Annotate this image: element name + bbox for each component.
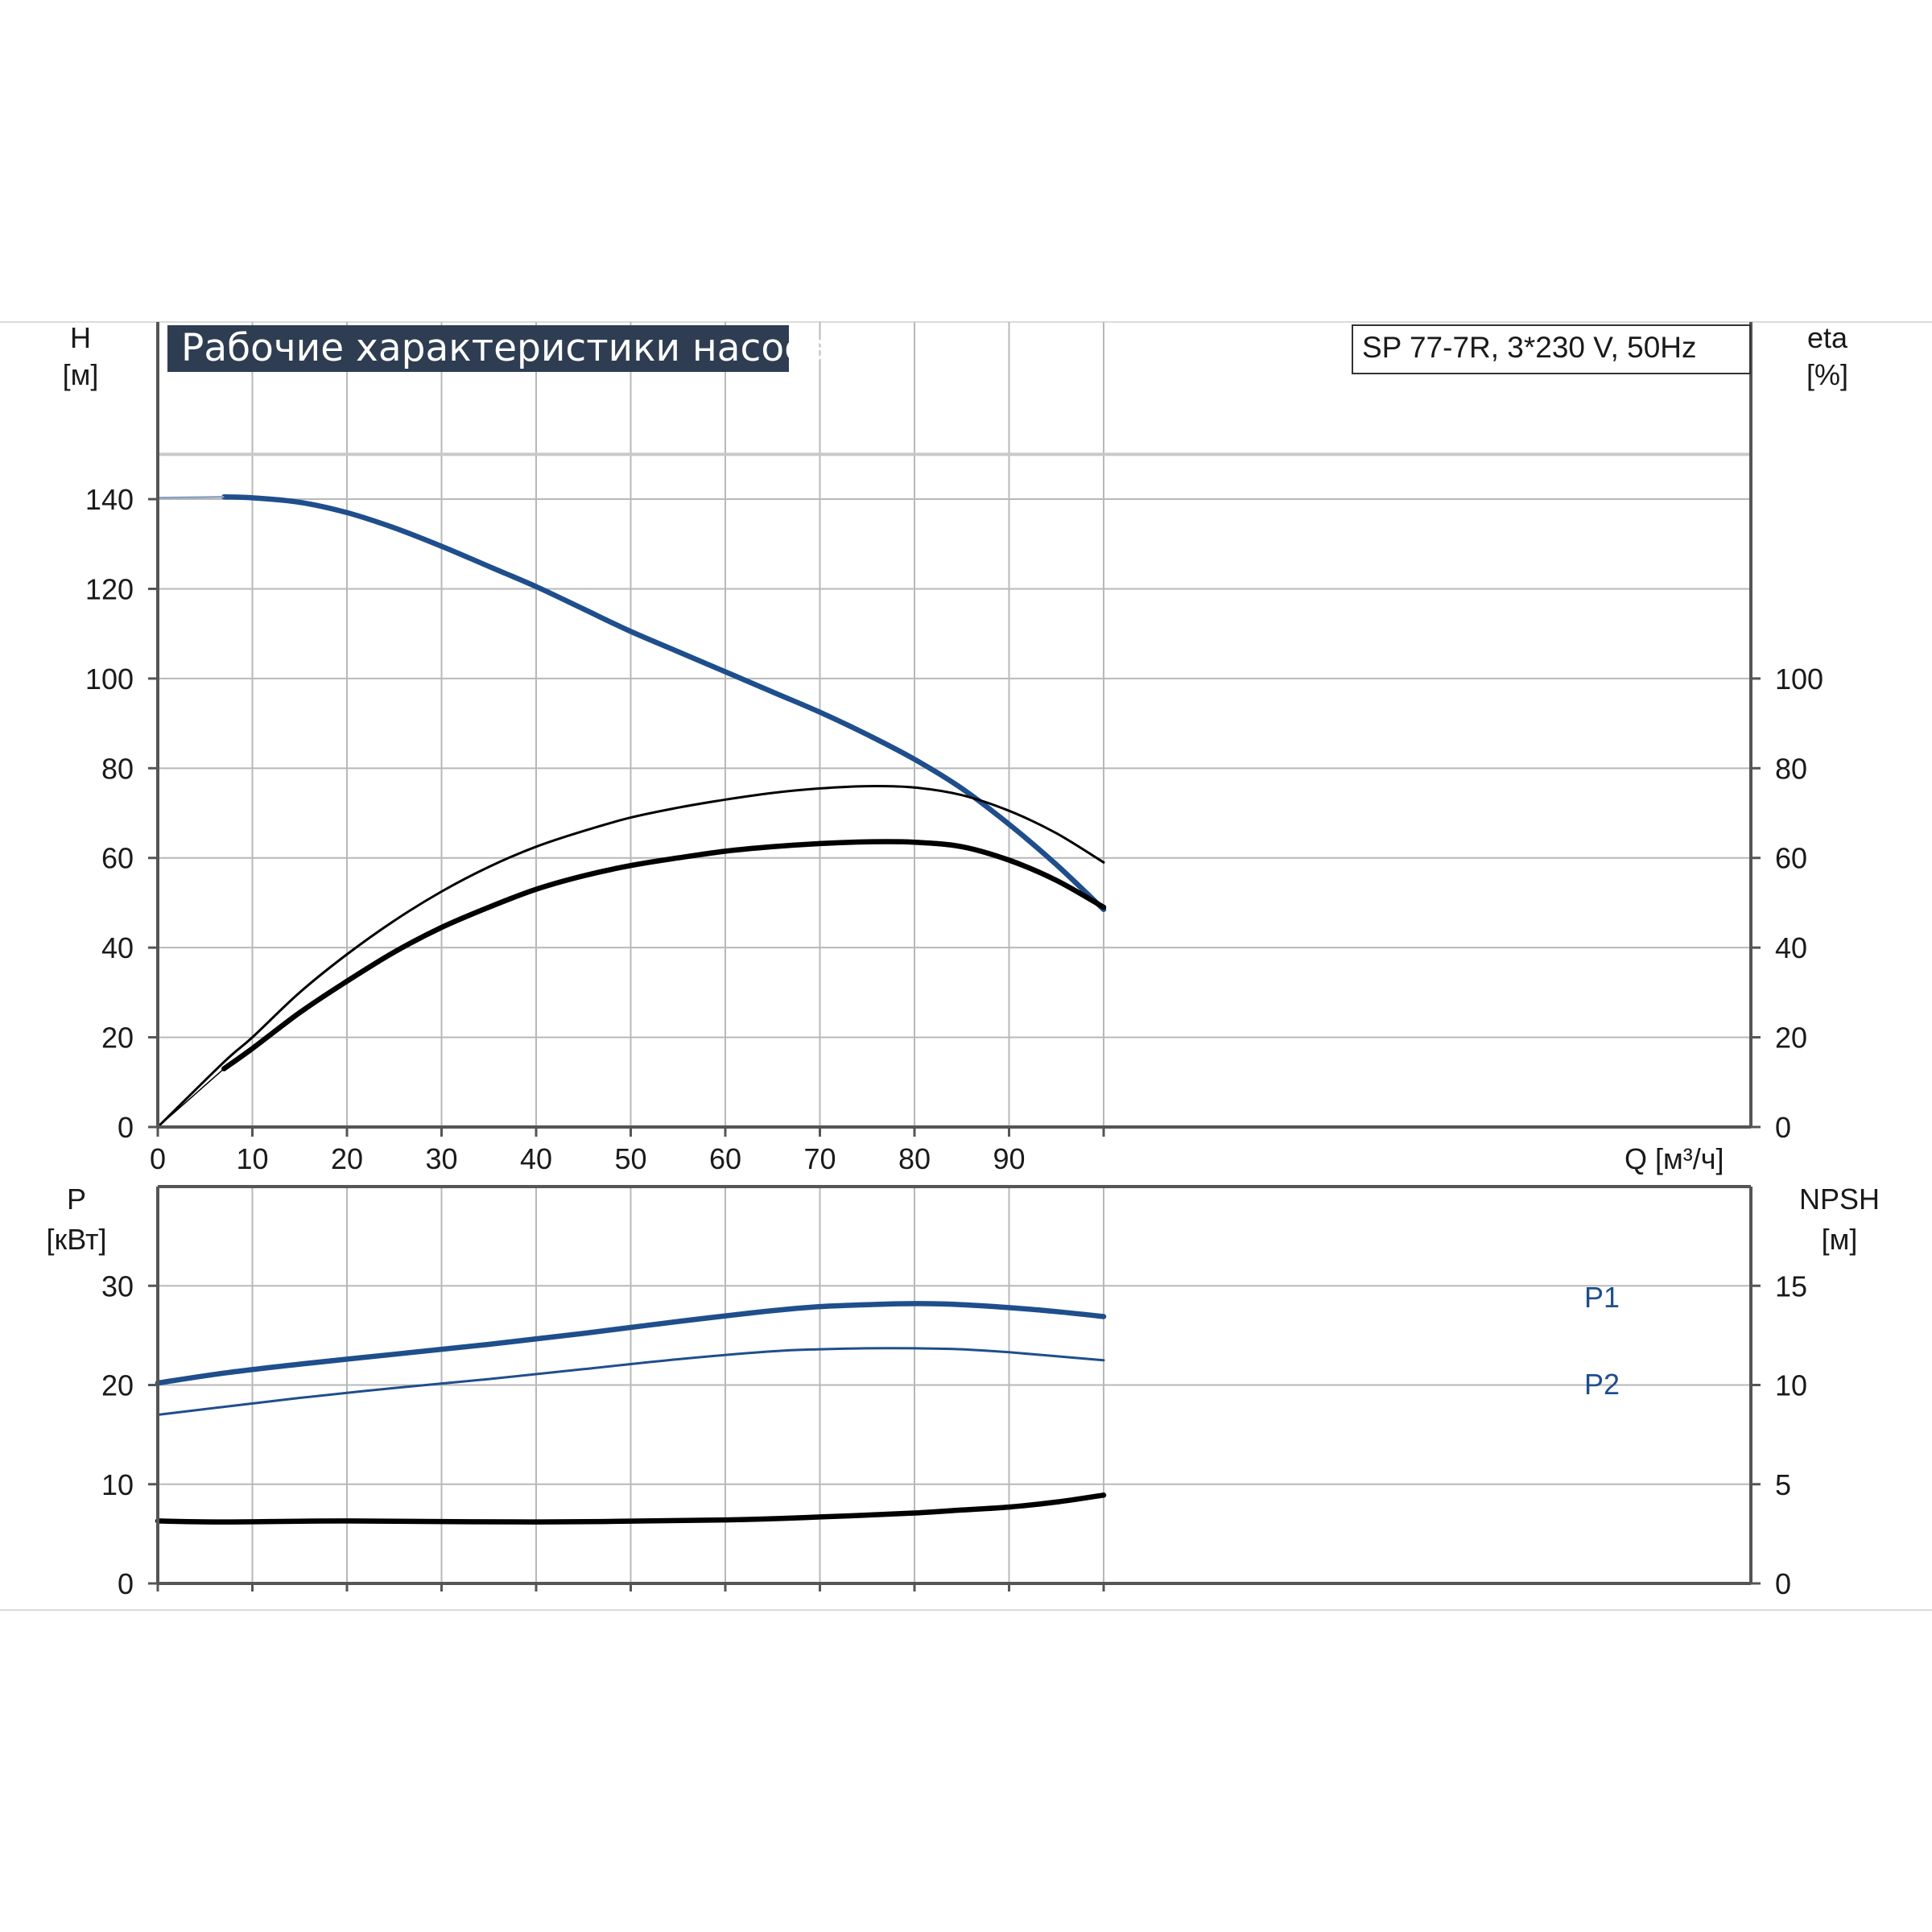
x-tick-label-0: 0 [150, 1142, 166, 1175]
eta-tick-label-100: 100 [1775, 663, 1823, 696]
lower-ticks: 0 10 20 30 0 5 10 15 [101, 1269, 1807, 1600]
eta-tick-label-40: 40 [1775, 931, 1807, 964]
p-axis-unit: [кВт] [46, 1223, 106, 1256]
eta-tick-label-60: 60 [1775, 842, 1807, 875]
npsh-tick-label-15: 15 [1775, 1269, 1807, 1302]
series-P1-line [155, 1301, 1107, 1386]
x-tick-label-80: 80 [898, 1142, 931, 1175]
lower-series [155, 1301, 1107, 1525]
npsh-tick-label-0: 0 [1775, 1567, 1791, 1600]
eta-tick-label-20: 20 [1775, 1022, 1807, 1055]
upper-series [156, 494, 1107, 1129]
upper-grid [157, 322, 1751, 1127]
series-head-line [221, 494, 1107, 913]
p-tick-label-30: 30 [101, 1269, 134, 1302]
h-tick-label-60: 60 [101, 842, 134, 875]
title-box [167, 325, 789, 372]
npsh-axis-title: NPSH [1799, 1183, 1880, 1216]
model-box [1352, 324, 1751, 374]
p-tick-label-20: 20 [101, 1369, 134, 1402]
npsh-tick-label-5: 5 [1775, 1468, 1791, 1501]
series-label-p2: P2 [1584, 1368, 1620, 1401]
x-tick-label-90: 90 [993, 1142, 1025, 1175]
h-tick-label-40: 40 [101, 931, 134, 964]
h-tick-label-80: 80 [101, 752, 134, 785]
eta-tick-label-0: 0 [1775, 1111, 1791, 1144]
x-tick-label-20: 20 [331, 1142, 363, 1175]
eta-axis-title: eta [1807, 321, 1848, 354]
npsh-axis-unit: [м] [1822, 1223, 1858, 1256]
x-tick-label-10: 10 [236, 1142, 268, 1175]
h-tick-label-140: 140 [85, 483, 134, 516]
upper-ticks: 0 10 20 30 40 50 60 70 80 90 0 20 40 60 80 100 120 140 0 20… [85, 483, 1823, 1175]
series-label-p1: P1 [1584, 1281, 1620, 1314]
series-eta-tail-line [157, 1067, 225, 1128]
q-axis-title: Q [м³/ч] [1624, 1142, 1724, 1175]
x-tick-label-50: 50 [614, 1142, 646, 1175]
x-tick-label-30: 30 [425, 1142, 457, 1175]
x-tick-label-60: 60 [709, 1142, 741, 1175]
series-P2-line [156, 1347, 1105, 1416]
p-axis-title: P [67, 1183, 86, 1216]
lower-grid [158, 1187, 1751, 1583]
eta-tick-label-80: 80 [1775, 752, 1807, 785]
h-tick-label-20: 20 [101, 1022, 134, 1055]
model-label: SP 77-7R, 3*230 V, 50Hz [1362, 331, 1697, 364]
x-tick-label-70: 70 [803, 1142, 836, 1175]
h-tick-label-120: 120 [85, 572, 134, 605]
series-eta-total-line [221, 839, 1107, 1071]
h-axis-title: H [70, 321, 91, 354]
eta-axis-unit: [%] [1806, 358, 1848, 391]
h-tick-label-100: 100 [85, 663, 134, 696]
h-axis-unit: [м] [63, 358, 99, 391]
x-tick-label-40: 40 [520, 1142, 552, 1175]
chart-title: Рабочие характеристики насоса [181, 326, 828, 370]
h-tick-label-0: 0 [118, 1111, 134, 1144]
npsh-tick-label-10: 10 [1775, 1369, 1807, 1402]
series-eta-pump-line [156, 785, 1105, 1129]
p-tick-label-0: 0 [118, 1567, 134, 1600]
series-NPSH-line [155, 1492, 1107, 1525]
p-tick-label-10: 10 [101, 1468, 134, 1501]
